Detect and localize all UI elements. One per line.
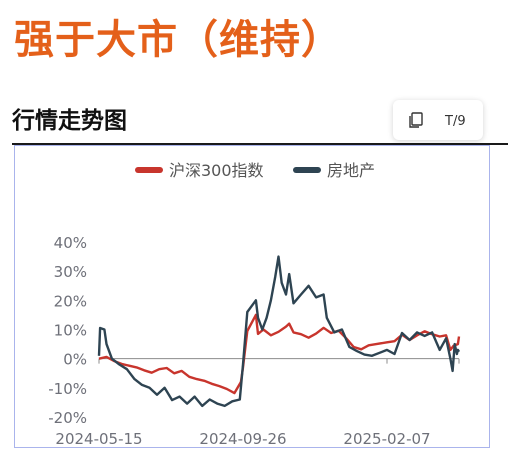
chart-series (97, 255, 461, 408)
legend-item-0[interactable]: 沪深300指数 (135, 161, 264, 180)
chart-legend: 沪深300指数 房地产 (135, 161, 375, 180)
legend-swatch (135, 167, 163, 173)
series-line-0 (98, 313, 461, 395)
y-tick-label: 0% (63, 351, 87, 369)
legend-swatch (293, 167, 321, 173)
copy-icon[interactable] (403, 108, 429, 132)
x-tick-label: 2024-05-15 (55, 430, 142, 447)
y-tick-label: 30% (54, 263, 87, 281)
x-axis: 2024-05-15 2024-09-26 2025-02-07 (55, 358, 460, 447)
legend-label: 沪深300指数 (169, 161, 264, 180)
x-tick-label: 2024-09-26 (199, 430, 286, 447)
y-tick-label: -10% (48, 380, 87, 398)
y-tick-label: 20% (54, 292, 87, 310)
font-size-icon[interactable]: T/9 (443, 108, 469, 132)
section-divider (12, 143, 508, 145)
chart-toolbar: T/9 (393, 100, 483, 140)
font-size-glyph: T/9 (444, 114, 466, 129)
chart-frame: 沪深300指数 房地产 -20% -10% 0% 10% 20% 30% 40% 2024-0… (14, 145, 490, 448)
chart: 沪深300指数 房地产 -20% -10% 0% 10% 20% 30% 40% 2024-0… (48, 161, 461, 447)
legend-label: 房地产 (327, 161, 375, 180)
y-tick-label: 10% (54, 322, 87, 340)
headline-rating: 强于大市（维持） (14, 17, 342, 63)
y-tick-label: 40% (54, 234, 87, 252)
y-tick-label: -20% (48, 409, 87, 427)
legend-item-1[interactable]: 房地产 (293, 161, 375, 180)
x-tick-label: 2025-02-07 (343, 430, 430, 447)
section-title: 行情走势图 (12, 108, 127, 134)
y-axis: -20% -10% 0% 10% 20% 30% 40% (48, 234, 87, 427)
series-line-1 (97, 255, 461, 408)
